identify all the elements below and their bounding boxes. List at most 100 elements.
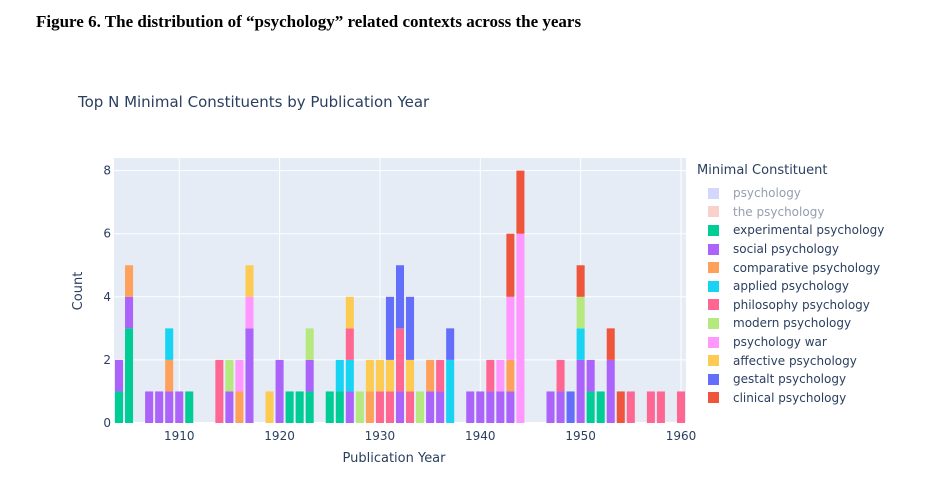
bar-segment[interactable] — [656, 391, 665, 423]
bar-segment[interactable] — [606, 359, 615, 423]
bar-segment[interactable] — [426, 391, 435, 423]
bar-segment[interactable] — [265, 391, 274, 423]
legend-label: affective psychology — [733, 353, 857, 368]
bar-segment[interactable] — [406, 296, 415, 360]
bar-segment[interactable] — [516, 170, 525, 234]
legend-item[interactable]: affective psychology — [697, 351, 884, 370]
bar-segment[interactable] — [245, 265, 254, 297]
bar-segment[interactable] — [225, 391, 234, 423]
bar-segment[interactable] — [345, 328, 354, 360]
bar-segment[interactable] — [345, 391, 354, 423]
bar-segment[interactable] — [375, 391, 384, 423]
bar-segment[interactable] — [546, 391, 555, 423]
bar-segment[interactable] — [506, 233, 515, 297]
bar-segment[interactable] — [576, 328, 585, 360]
bar-segment[interactable] — [436, 359, 445, 392]
bar-segment[interactable] — [235, 391, 244, 423]
bar-segment[interactable] — [285, 391, 294, 423]
bar-segment[interactable] — [305, 328, 314, 360]
bar-segment[interactable] — [626, 391, 635, 423]
bar-segment[interactable] — [325, 391, 334, 423]
bar-segment[interactable] — [335, 359, 344, 392]
bar-segment[interactable] — [215, 359, 224, 423]
bar-segment[interactable] — [365, 391, 374, 423]
bar-segment[interactable] — [375, 359, 384, 392]
bar-segment[interactable] — [345, 296, 354, 329]
bar-segment[interactable] — [576, 265, 585, 297]
bar-segment[interactable] — [395, 328, 405, 392]
bar-segment[interactable] — [225, 359, 234, 392]
bar-segment[interactable] — [365, 359, 374, 392]
bar-segment[interactable] — [426, 359, 435, 392]
bar-segment[interactable] — [385, 296, 394, 360]
bar-segment[interactable] — [416, 391, 425, 423]
bar-segment[interactable] — [586, 391, 595, 423]
bar-segment[interactable] — [406, 391, 415, 423]
bar-segment[interactable] — [646, 391, 655, 423]
bar-segment[interactable] — [395, 391, 405, 423]
bar-segment[interactable] — [335, 391, 344, 423]
bar-segment[interactable] — [115, 391, 124, 423]
bar-segment[interactable] — [235, 359, 244, 392]
bar-segment[interactable] — [275, 359, 284, 423]
legend-item[interactable]: philosophy psychology — [697, 296, 884, 315]
bar-segment[interactable] — [506, 391, 515, 423]
bar-segment[interactable] — [566, 391, 575, 423]
bar-segment[interactable] — [486, 391, 495, 423]
bar-segment[interactable] — [165, 359, 174, 392]
legend-item[interactable]: modern psychology — [697, 314, 884, 333]
bar-segment[interactable] — [345, 359, 354, 392]
bar-segment[interactable] — [115, 359, 124, 392]
bar-segment[interactable] — [406, 359, 415, 392]
bar-segment[interactable] — [576, 359, 585, 423]
bar-segment[interactable] — [305, 391, 314, 423]
bar-segment[interactable] — [355, 391, 364, 423]
legend-item[interactable]: psychology — [697, 184, 884, 203]
legend-item[interactable]: applied psychology — [697, 277, 884, 296]
bar-segment[interactable] — [395, 265, 405, 329]
bar-segment[interactable] — [175, 391, 184, 423]
legend-item[interactable]: the psychology — [697, 203, 884, 222]
bar-segment[interactable] — [165, 391, 174, 423]
bar-segment[interactable] — [586, 359, 595, 392]
bar-segment[interactable] — [245, 296, 254, 329]
bar-segment[interactable] — [125, 328, 134, 423]
bar-segment[interactable] — [506, 296, 515, 360]
legend-item[interactable]: clinical psychology — [697, 389, 884, 408]
bar-segment[interactable] — [606, 328, 615, 360]
bar-segment[interactable] — [155, 391, 164, 423]
bar-segment[interactable] — [596, 391, 605, 423]
legend-item[interactable]: experimental psychology — [697, 221, 884, 240]
bar-segment[interactable] — [305, 359, 314, 392]
bar-segment[interactable] — [676, 391, 685, 423]
legend-label: comparative psychology — [733, 260, 881, 275]
bar-segment[interactable] — [295, 391, 304, 423]
bar-segment[interactable] — [466, 391, 475, 423]
legend-item[interactable]: gestalt psychology — [697, 370, 884, 389]
bar-segment[interactable] — [556, 391, 565, 423]
legend-item[interactable]: psychology war — [697, 333, 884, 352]
bar-segment[interactable] — [145, 391, 154, 423]
bar-segment[interactable] — [165, 328, 174, 360]
bar-segment[interactable] — [576, 296, 585, 329]
bar-segment[interactable] — [556, 359, 565, 392]
bar-segment[interactable] — [385, 359, 394, 392]
bar-segment[interactable] — [185, 391, 194, 423]
bar-segment[interactable] — [385, 391, 394, 423]
bar-segment[interactable] — [516, 233, 525, 423]
legend-item[interactable]: comparative psychology — [697, 258, 884, 277]
bar-segment[interactable] — [446, 328, 455, 360]
bar-segment[interactable] — [245, 328, 254, 423]
legend-item[interactable]: social psychology — [697, 240, 884, 259]
bar-segment[interactable] — [506, 359, 515, 392]
bar-segment[interactable] — [476, 391, 485, 423]
bar-segment[interactable] — [436, 391, 445, 423]
bar-segment[interactable] — [125, 265, 134, 297]
bar-segment[interactable] — [496, 359, 505, 392]
bar-segment[interactable] — [616, 391, 625, 423]
bar-segment[interactable] — [446, 359, 455, 423]
bar-segment[interactable] — [125, 296, 134, 329]
bar-segment[interactable] — [496, 391, 505, 423]
bar-segment[interactable] — [486, 359, 495, 392]
legend-title: Minimal Constituent — [697, 163, 828, 178]
